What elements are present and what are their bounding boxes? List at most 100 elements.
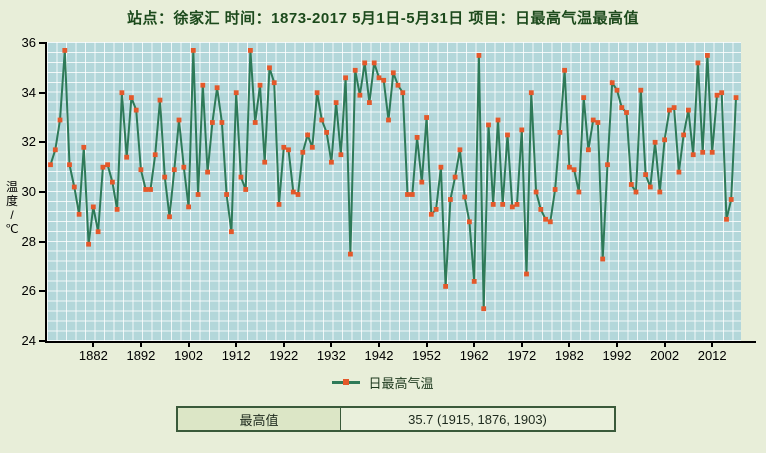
data-point-marker [605, 162, 610, 168]
data-point-marker [652, 139, 658, 145]
data-point-marker [419, 179, 425, 185]
data-point-marker [495, 117, 501, 123]
data-point-marker [67, 162, 72, 168]
data-point-marker [205, 169, 210, 175]
y-tick-label: 30 [21, 184, 36, 199]
data-point-marker [624, 110, 629, 115]
data-point-marker [386, 117, 391, 123]
x-tick-label: 1912 [221, 348, 251, 363]
y-tick-mark [39, 91, 45, 94]
data-point-marker [524, 271, 529, 277]
data-point-marker [614, 87, 620, 93]
data-point-marker [443, 284, 448, 289]
data-point-marker [709, 149, 715, 155]
data-point-marker [481, 306, 487, 312]
data-point-marker [167, 214, 172, 220]
data-point-marker [471, 279, 477, 284]
x-tick-label: 1892 [126, 348, 156, 363]
x-tick-label: 1942 [364, 348, 394, 363]
data-point-marker [286, 147, 291, 153]
data-point-marker [195, 192, 201, 197]
temperature-line [49, 50, 737, 309]
data-point-marker [219, 120, 225, 125]
data-point-marker [290, 189, 296, 195]
data-point-marker [105, 162, 110, 168]
summary-label-cell: 最高值 [178, 408, 341, 430]
data-point-marker [62, 48, 68, 53]
data-point-marker [509, 204, 515, 210]
data-point-marker [633, 189, 639, 195]
y-axis-title: 温度 / ℃ [5, 180, 19, 236]
data-point-marker [590, 117, 596, 123]
data-point-marker [638, 87, 644, 93]
data-point-marker [467, 219, 472, 225]
data-point-marker [176, 117, 182, 123]
x-tick-label: 1922 [269, 348, 299, 363]
plot-area [47, 42, 741, 342]
y-tick-label: 36 [21, 35, 36, 50]
x-tick-mark [139, 343, 142, 347]
data-point-marker [262, 159, 268, 165]
y-tick-mark [39, 42, 45, 44]
data-point-marker [647, 184, 653, 190]
x-tick-label: 1882 [78, 348, 108, 363]
data-point-marker [48, 162, 53, 168]
data-point-marker [143, 187, 149, 192]
y-tick-mark [39, 191, 45, 193]
x-tick-label: 1982 [554, 348, 584, 363]
y-tick-mark [39, 290, 45, 293]
data-point-marker [695, 60, 701, 66]
data-point-marker [567, 164, 572, 170]
data-point-marker [76, 211, 82, 217]
data-point-marker [343, 75, 348, 81]
x-tick-mark [520, 343, 523, 347]
data-point-marker [686, 107, 691, 113]
data-point-marker [162, 174, 168, 180]
y-axis-title-char: 度 [5, 194, 18, 208]
data-point-marker [581, 95, 587, 100]
data-point-marker [338, 152, 344, 158]
data-point-marker [719, 90, 725, 96]
data-point-marker [405, 192, 410, 197]
x-tick-label: 2012 [697, 348, 727, 363]
data-point-marker [181, 164, 187, 170]
data-point-marker [571, 167, 577, 173]
data-point-marker [381, 77, 387, 83]
data-point-marker [414, 135, 420, 140]
data-point-marker [362, 60, 368, 66]
data-point-marker [267, 65, 272, 71]
x-tick-mark [92, 343, 95, 347]
data-point-marker [157, 97, 163, 103]
x-tick-label: 1902 [174, 348, 203, 363]
data-point-marker [171, 167, 177, 173]
y-axis-title-char: ℃ [5, 222, 19, 236]
y-tick-mark [39, 141, 45, 144]
data-point-marker [252, 120, 258, 125]
x-tick-label: 2002 [650, 348, 680, 363]
data-point-marker [576, 189, 582, 195]
data-point-marker [348, 251, 353, 257]
y-tick-label: 34 [21, 84, 36, 100]
x-tick-mark [235, 343, 238, 347]
data-point-marker [662, 137, 667, 143]
data-point-marker [138, 167, 144, 173]
data-point-marker [186, 204, 191, 210]
data-point-marker [462, 194, 468, 200]
data-point-marker [119, 90, 125, 96]
data-point-marker [319, 117, 325, 123]
data-point-marker [124, 154, 130, 160]
data-point-marker [700, 149, 706, 155]
data-point-marker [71, 184, 77, 190]
data-point-marker [448, 197, 453, 202]
data-point-marker [357, 92, 363, 98]
data-point-marker [547, 219, 553, 225]
x-tick-mark [473, 343, 476, 347]
data-point-marker [595, 120, 601, 125]
legend-label: 日最高气温 [368, 376, 434, 391]
data-point-marker [600, 256, 606, 262]
data-point-marker [428, 211, 434, 217]
data-point-marker [114, 207, 120, 212]
data-point-marker [129, 95, 134, 100]
data-point-marker [514, 202, 520, 207]
data-point-marker [95, 229, 101, 235]
